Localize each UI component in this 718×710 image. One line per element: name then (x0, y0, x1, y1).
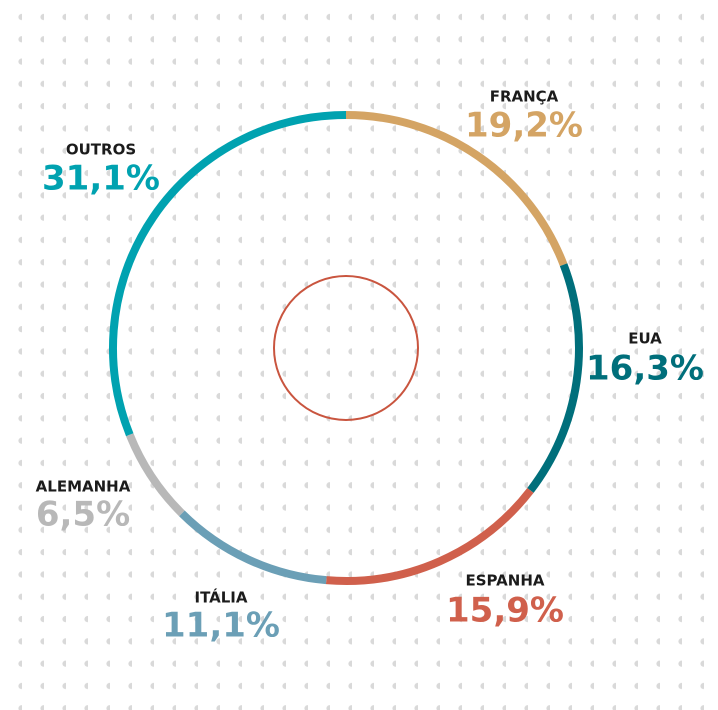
category-label: OUTROS (66, 141, 136, 159)
category-label: EUA (628, 330, 662, 348)
ring-segment (527, 263, 583, 493)
value-label: 15,9% (446, 591, 564, 631)
category-label: ESPANHA (466, 572, 545, 590)
ring-segment (126, 433, 185, 517)
value-label: 19,2% (465, 106, 583, 146)
inner-circle (273, 275, 419, 421)
value-label: 6,5% (36, 495, 130, 535)
category-label: ALEMANHA (36, 478, 131, 496)
ring-segment (179, 510, 327, 585)
value-label: 31,1% (42, 159, 160, 199)
category-label: ITÁLIA (194, 588, 247, 607)
ring-segment (109, 111, 347, 437)
category-label: FRANÇA (490, 88, 559, 106)
value-label: 16,3% (586, 349, 704, 389)
ring-segment (325, 487, 534, 585)
value-label: 11,1% (162, 606, 280, 646)
ring-segment (345, 111, 568, 267)
